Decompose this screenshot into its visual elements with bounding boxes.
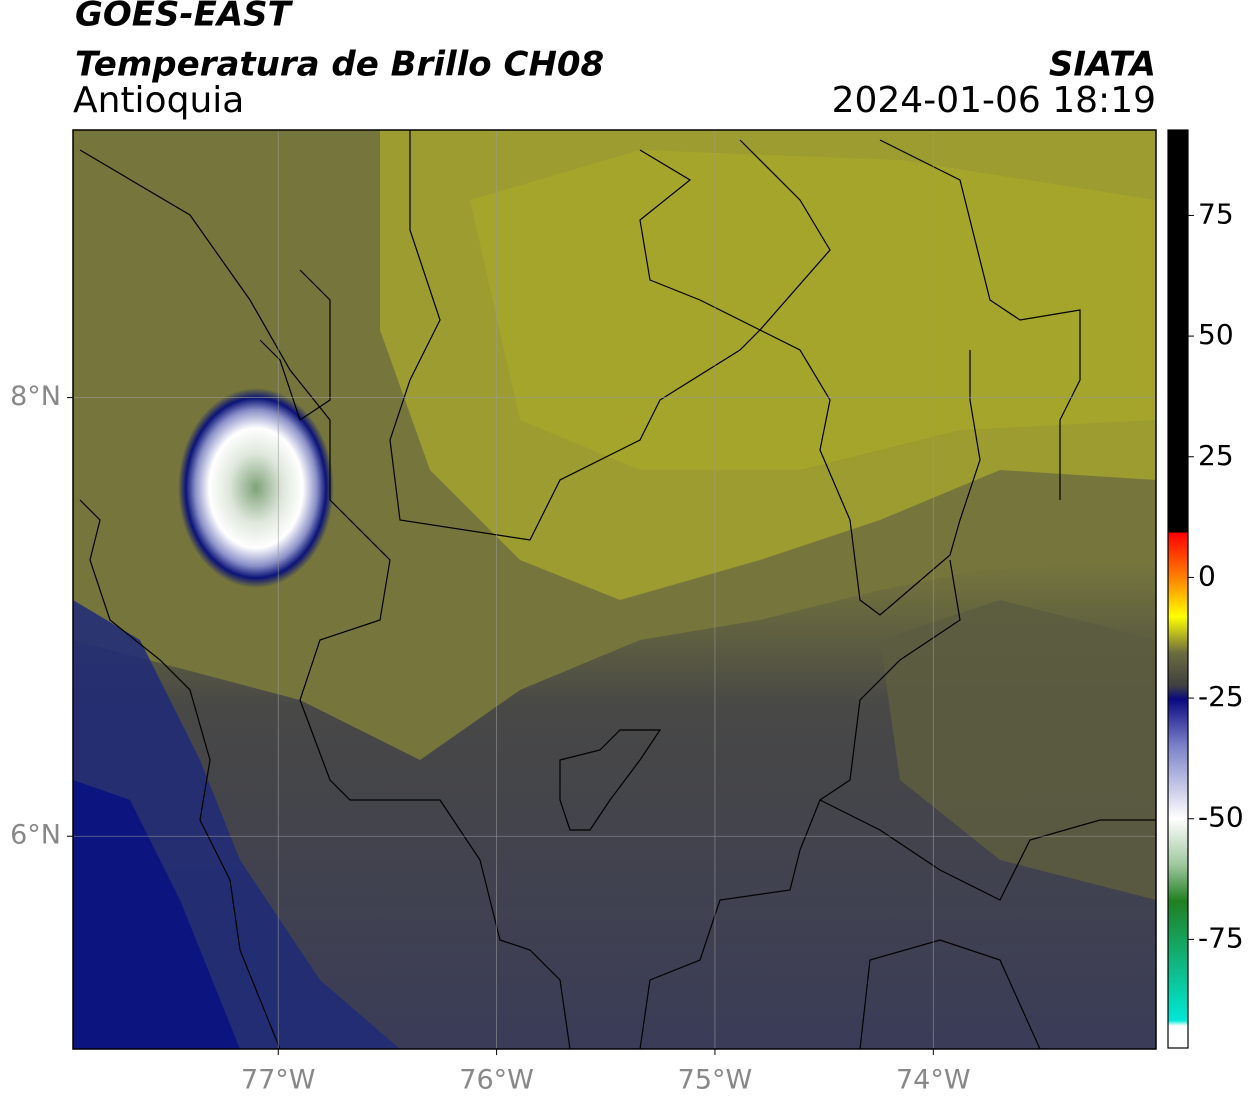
x-tick-label: 75°W bbox=[678, 1065, 753, 1096]
map-frame bbox=[72, 129, 1157, 1050]
source: SIATA bbox=[1049, 45, 1156, 85]
colorbar bbox=[1167, 129, 1189, 1049]
colorbar-tick-label: -50 bbox=[1198, 801, 1244, 834]
x-tick-label: 76°W bbox=[459, 1065, 534, 1096]
y-tick-label: 8°N bbox=[10, 381, 61, 412]
colorbar-tick-label: 75 bbox=[1198, 197, 1234, 230]
map-image bbox=[73, 130, 1156, 1049]
colorbar-tick-label: 50 bbox=[1198, 318, 1234, 351]
datetime: 2024-01-06 18:19 bbox=[832, 80, 1156, 121]
grid bbox=[73, 130, 1156, 1049]
colorbar-tick-label: 0 bbox=[1198, 559, 1216, 592]
y-tick-label: 6°N bbox=[10, 820, 61, 851]
subtitle: Temperatura de Brillo CH08 bbox=[75, 45, 604, 85]
x-tick-label: 77°W bbox=[241, 1065, 316, 1096]
colorbar-tick-label: 25 bbox=[1198, 439, 1234, 472]
colorbar-tick-label: -25 bbox=[1198, 680, 1244, 713]
region: Antioquia bbox=[73, 80, 244, 121]
title: GOES-EAST bbox=[75, 0, 294, 35]
colorbar-tick-label: -75 bbox=[1198, 921, 1244, 954]
x-tick-label: 74°W bbox=[896, 1065, 971, 1096]
